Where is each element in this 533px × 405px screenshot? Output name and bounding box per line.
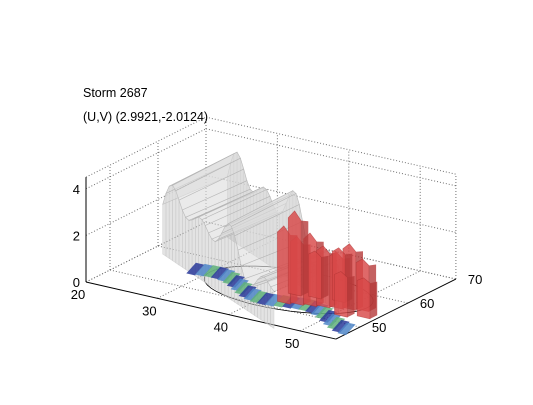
axes-layer (85, 177, 457, 340)
x-tick-label: 40 (214, 320, 228, 335)
red-isosurface-column (277, 225, 291, 305)
red-isosurface-column (308, 250, 322, 300)
grid-line-floor-x (299, 270, 421, 332)
chart-title: Storm 2687 (83, 86, 148, 100)
x-tick-label: 50 (285, 336, 299, 351)
base-contour-patch (195, 263, 214, 277)
z-tick-label: 4 (73, 182, 80, 197)
y-tick-label: 50 (372, 320, 386, 335)
grey-isosurface-front-facet (214, 238, 219, 292)
grey-isosurface-front-facet (182, 209, 186, 270)
base-contour-patch (203, 265, 222, 278)
grey-isosurface-front-facet (178, 200, 183, 268)
box-edge-top-back (205, 116, 457, 175)
base-contour-patch (337, 322, 356, 336)
red-isosurface-column (287, 210, 302, 297)
red-isosurface-column (356, 277, 371, 320)
grey-isosurface-front-facet (188, 219, 193, 275)
red-isosurface-column-side (321, 255, 329, 299)
base-contour-patch (238, 285, 257, 298)
grid-line-back-z (205, 128, 457, 187)
base-contour-patch (222, 271, 241, 285)
z-tick-label: 0 (73, 275, 80, 290)
isosurface-layer (162, 151, 378, 336)
base-contour-patch (249, 290, 268, 304)
grey-isosurface-front-facet (231, 226, 235, 303)
red-isosurface-column-side (301, 220, 309, 297)
base-contour-patch (243, 288, 262, 301)
base-contour-patch (210, 266, 229, 280)
red-isosurface-column-side (370, 281, 378, 319)
x-tick-label: 20 (71, 287, 85, 302)
grey-isosurface-front-facet (185, 216, 190, 273)
base-contour-patch (326, 316, 346, 330)
red-isosurface-column (334, 271, 348, 318)
grey-isosurface-front-facet (208, 232, 213, 288)
grey-isosurface-front-facet (175, 190, 180, 266)
base-contour-patch (226, 275, 245, 288)
base-contour-patch (331, 319, 350, 333)
y-axis-line (335, 278, 457, 340)
red-isosurface-column-side (347, 276, 355, 318)
grey-isosurface-front-facet (270, 285, 275, 329)
box-edge-top-left (85, 116, 207, 178)
base-contour-patch (230, 278, 249, 292)
y-tick-label: 60 (420, 296, 434, 311)
base-contour-patch (186, 262, 205, 276)
grid-line-left-z (85, 128, 207, 190)
base-contour-patch (217, 269, 236, 282)
grey-isosurface-front-facet (218, 232, 222, 294)
base-contour-patch (322, 313, 342, 327)
chart-subtitle: (U,V) (2.9921,-2.0124) (83, 110, 209, 124)
z-tick-label: 2 (73, 228, 80, 243)
grey-isosurface-front-facet (211, 238, 216, 290)
tick-layer: 20 30 40 50 50 60 70 0 2 4 (71, 182, 483, 351)
x-tick-label: 30 (142, 303, 156, 318)
y-tick-label: 70 (468, 272, 482, 287)
x-axis-line (85, 281, 337, 340)
base-contour-patch (319, 310, 338, 323)
base-contour-patch (256, 292, 275, 306)
base-contour-patch (315, 306, 334, 320)
base-contour-patch (234, 282, 253, 295)
